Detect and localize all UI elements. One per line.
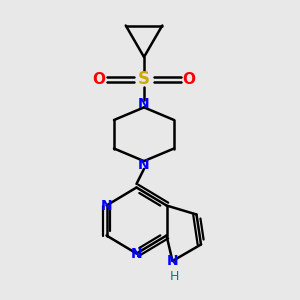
Text: N: N xyxy=(131,247,142,260)
Text: O: O xyxy=(182,72,196,87)
Text: H: H xyxy=(169,269,179,283)
Text: N: N xyxy=(138,97,150,110)
Text: N: N xyxy=(138,158,150,172)
Text: O: O xyxy=(92,72,106,87)
Text: N: N xyxy=(167,254,178,268)
Text: N: N xyxy=(101,199,112,212)
Text: S: S xyxy=(138,70,150,88)
